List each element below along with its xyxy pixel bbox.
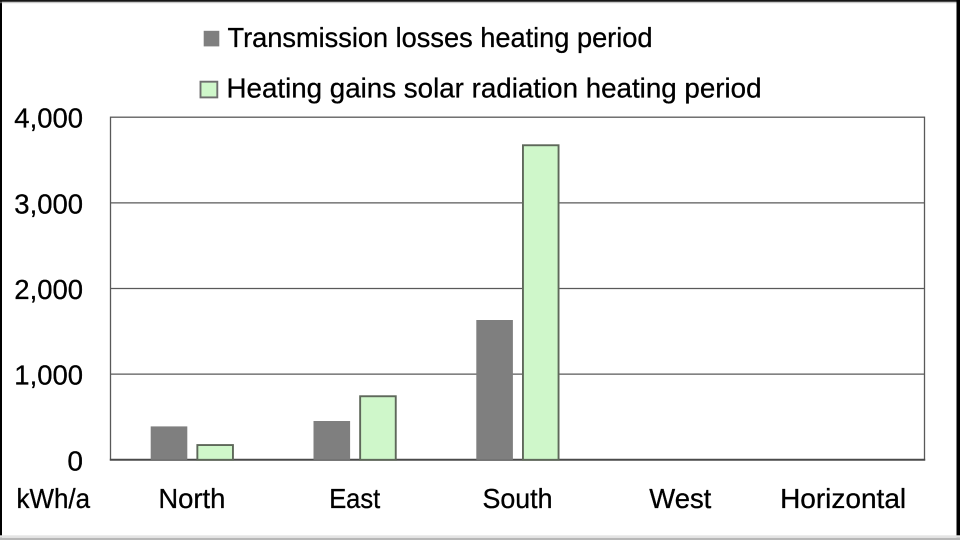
svg-text:West: West xyxy=(649,483,711,514)
svg-text:Heating gains solar radiation: Heating gains solar radiation heating pe… xyxy=(227,73,762,104)
svg-text:0: 0 xyxy=(67,445,83,476)
svg-text:South: South xyxy=(483,483,553,514)
svg-text:North: North xyxy=(158,483,225,514)
svg-text:Transmission losses heating pe: Transmission losses heating period xyxy=(228,22,653,53)
svg-text:3,000: 3,000 xyxy=(14,188,83,219)
svg-text:4,000: 4,000 xyxy=(14,103,83,134)
svg-text:1,000: 1,000 xyxy=(14,360,83,391)
svg-text:Horizontal: Horizontal xyxy=(780,483,906,514)
svg-text:2,000: 2,000 xyxy=(14,274,83,305)
svg-text:East: East xyxy=(329,483,380,514)
svg-text:kWh/a: kWh/a xyxy=(17,483,91,514)
